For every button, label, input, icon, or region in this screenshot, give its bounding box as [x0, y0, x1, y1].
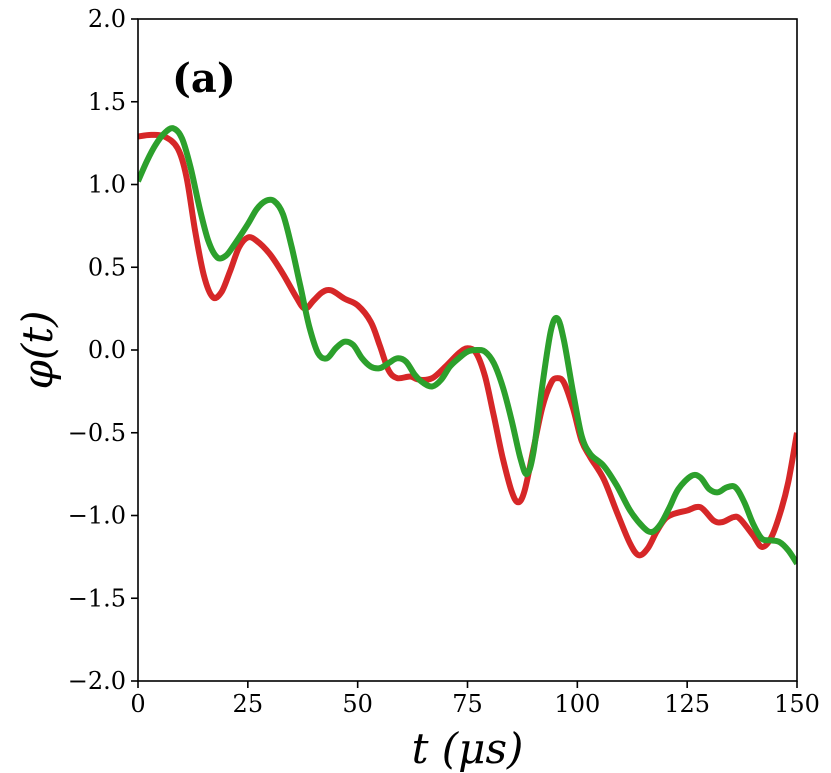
x-tick-label: 125 — [664, 690, 710, 718]
y-tick-label: 2.0 — [88, 5, 126, 33]
y-tick-label: −2.0 — [68, 667, 126, 695]
y-tick-label: −1.5 — [68, 584, 126, 612]
y-axis-label: φ(t) — [13, 310, 62, 389]
y-tick-label: 0.0 — [88, 336, 126, 364]
series-lines — [138, 125, 797, 566]
series-line-2 — [138, 125, 797, 566]
y-tick-label: 0.5 — [88, 253, 126, 281]
series-line-1 — [138, 131, 797, 559]
x-axis-label: t (μs) — [412, 724, 524, 773]
x-tick-label: 100 — [554, 690, 600, 718]
x-tick-label: 0 — [130, 690, 145, 718]
x-tick-label: 150 — [774, 690, 820, 718]
y-tick-label: 1.5 — [88, 88, 126, 116]
y-tick-label: 1.0 — [88, 171, 126, 199]
y-tick-label: −0.5 — [68, 419, 126, 447]
y-axis: 2.0 1.5 1.0 0.5 0.0 −0.5 −1.0 −1.5 −2.0 — [68, 5, 138, 695]
panel-label: (a) — [172, 55, 236, 102]
x-axis: 0 25 50 75 100 125 150 — [130, 681, 820, 718]
x-tick-label: 50 — [342, 690, 373, 718]
x-tick-label: 25 — [233, 690, 264, 718]
y-tick-label: −1.0 — [68, 502, 126, 530]
x-tick-label: 75 — [452, 690, 483, 718]
